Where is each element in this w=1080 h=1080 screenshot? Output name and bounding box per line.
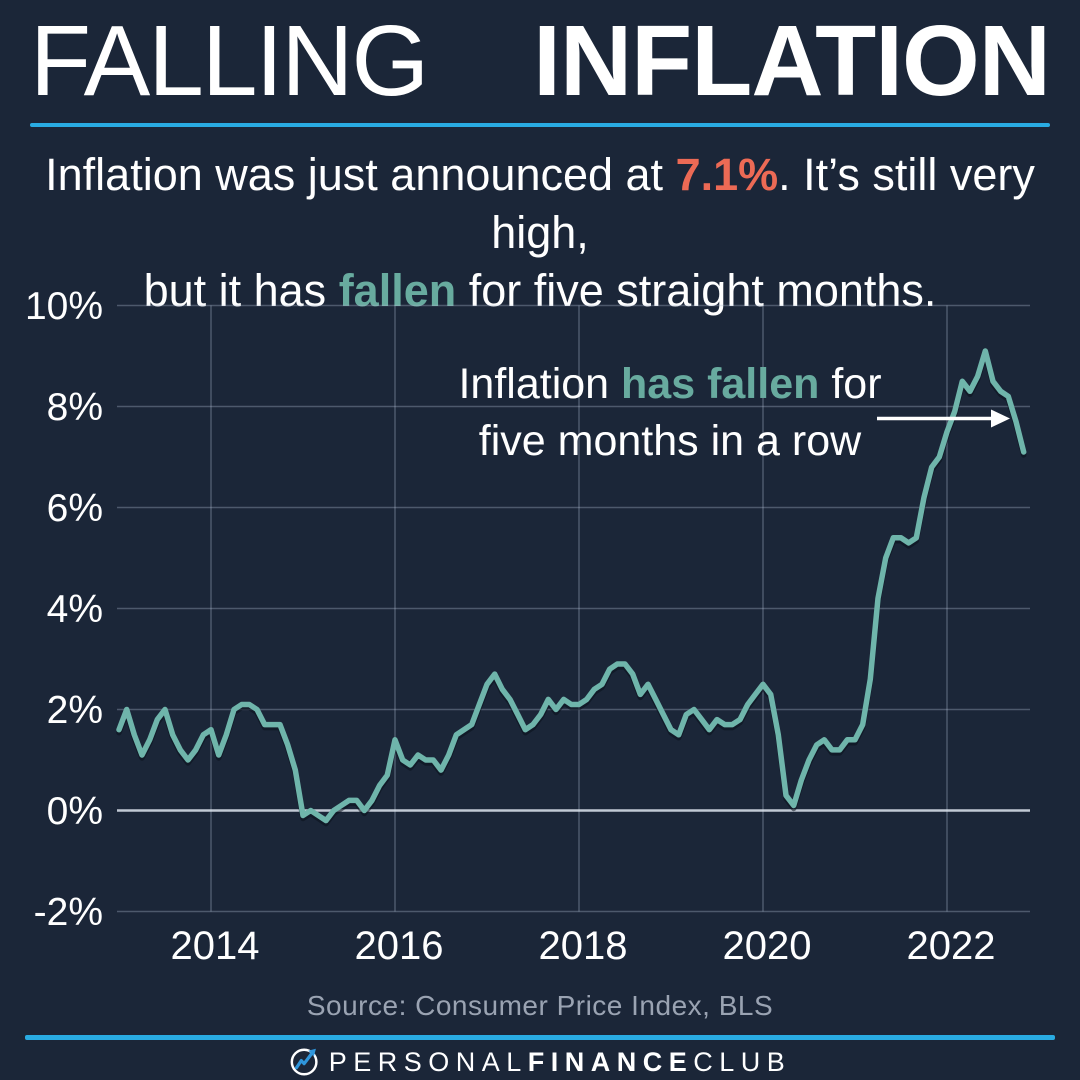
y-tick-label: 4% — [47, 588, 103, 631]
inflation-series-line — [116, 348, 1027, 824]
page-title-bold: INFLATION — [533, 5, 1051, 117]
axis-tick-labels: 10% 8% 6% 4% 2% 0% -2% 2014 2016 2018 2020 2022 — [25, 285, 996, 968]
subtitle-line-2: but it has fallen for five straight mont… — [143, 265, 937, 316]
brand-logo: PERSONALFINANCECLUB — [0, 1044, 1080, 1080]
x-tick-label: 2022 — [907, 924, 996, 968]
trend-arrow-icon — [290, 1048, 318, 1076]
y-tick-label: 8% — [47, 386, 103, 429]
annotation-has-fallen-highlight: has fallen — [621, 360, 820, 408]
x-tick-label: 2016 — [355, 924, 444, 968]
subtitle-rate-highlight: 7.1% — [675, 149, 779, 200]
gridlines — [117, 304, 1030, 913]
subtitle-fallen-highlight: fallen — [338, 265, 457, 316]
annotation-line-2: five months in a row — [478, 417, 862, 465]
x-tick-label: 2014 — [171, 924, 260, 968]
y-tick-label: -2% — [34, 891, 103, 934]
y-tick-label: 2% — [47, 689, 103, 732]
page-title-light: FALLING — [30, 5, 429, 117]
page-title: FALLING INFLATION — [30, 5, 1051, 117]
y-tick-label: 10% — [25, 285, 103, 328]
chart-annotation: Inflation has fallen for five months in … — [425, 356, 915, 470]
y-tick-label: 6% — [47, 487, 103, 530]
source-note: Source: Consumer Price Index, BLS — [306, 990, 774, 1021]
annotation-arrow — [877, 409, 1010, 428]
y-tick-label: 0% — [47, 790, 103, 833]
subtitle-line-1: Inflation was just announced at 7.1%. It… — [45, 149, 1035, 258]
annotation-line-1: Inflation has fallen for — [458, 360, 882, 408]
subtitle: Inflation was just announced at 7.1%. It… — [0, 146, 1080, 320]
x-tick-label: 2020 — [723, 924, 812, 968]
brand-wordmark: PERSONALFINANCECLUB — [328, 1047, 792, 1077]
footer-divider — [25, 1035, 1055, 1040]
x-tick-label: 2018 — [539, 924, 628, 968]
title-divider — [30, 123, 1050, 127]
